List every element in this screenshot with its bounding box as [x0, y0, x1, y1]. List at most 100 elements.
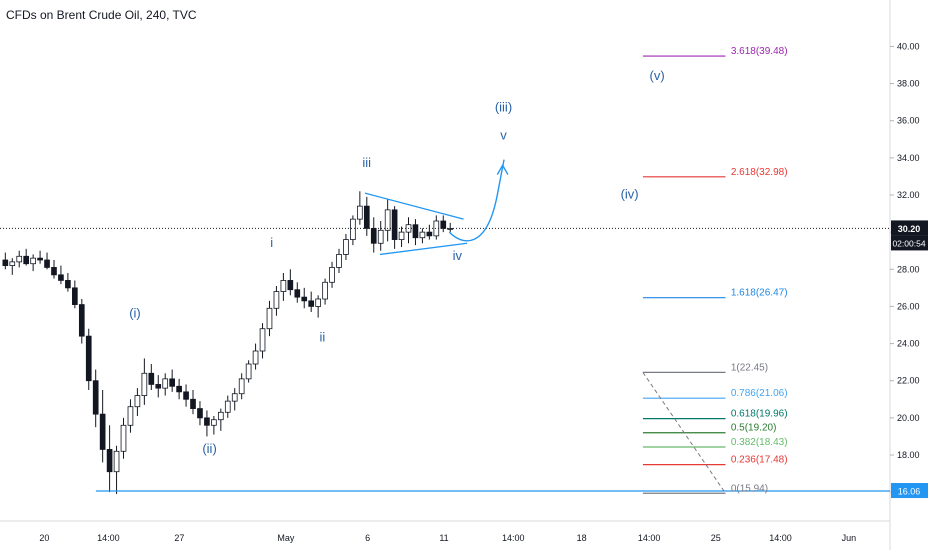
y-tick-label: 20.00 — [897, 413, 920, 423]
chart-title: CFDs on Brent Crude Oil, 240, TVC — [6, 8, 197, 22]
wave-label: (v) — [650, 68, 665, 83]
wave-label: iv — [453, 248, 463, 263]
y-tick-label: 18.00 — [897, 450, 920, 460]
candle-body — [16, 255, 23, 263]
candle-body — [99, 413, 106, 450]
fib-level-label: 0.236(17.48) — [731, 455, 788, 466]
x-tick-label: 14:00 — [502, 533, 525, 543]
y-tick-label: 34.00 — [897, 153, 920, 163]
candle-body — [259, 328, 266, 352]
y-tick-label: 28.00 — [897, 264, 920, 274]
last-price-badge — [891, 220, 928, 236]
candle-body — [169, 378, 175, 387]
candle-body — [315, 298, 321, 307]
candle-body — [384, 209, 391, 231]
y-tick-label: 36.00 — [897, 116, 920, 126]
y-tick-label: 22.00 — [897, 376, 920, 386]
x-tick-label: 11 — [439, 533, 448, 543]
x-tick-label: May — [277, 533, 295, 543]
candle-body — [30, 257, 36, 265]
candle-body — [162, 378, 169, 389]
candle-body — [336, 254, 342, 268]
wave-label: v — [500, 127, 507, 142]
candle-body — [357, 205, 363, 220]
x-tick-label: 25 — [711, 533, 721, 543]
candle-body — [426, 231, 433, 237]
candle-body — [120, 424, 127, 452]
projection-arrowhead — [496, 163, 509, 175]
candle-body — [155, 384, 162, 389]
candle-body — [85, 335, 92, 382]
candle-body — [245, 363, 252, 380]
fib-level-label: 3.618(39.48) — [731, 46, 788, 57]
candle-body — [9, 261, 16, 266]
countdown-label: 02:00:54 — [892, 238, 925, 248]
candle-body — [398, 231, 405, 240]
x-tick-label: 6 — [365, 533, 370, 543]
x-tick-label: 27 — [174, 533, 184, 543]
candle-body — [280, 280, 287, 292]
candle-body — [224, 400, 231, 413]
candle-body — [65, 280, 71, 289]
candle-body — [238, 378, 245, 395]
fib-level-label: 2.618(32.98) — [731, 167, 788, 178]
candle-body — [377, 229, 384, 244]
y-tick-label: 32.00 — [897, 190, 920, 200]
candle-body — [176, 385, 182, 393]
x-tick-label: 14:00 — [638, 533, 661, 543]
candle-body — [106, 449, 113, 473]
candle-body — [440, 220, 447, 229]
y-tick-label: 24.00 — [897, 339, 920, 349]
fib-level-label: 0.382(18.43) — [731, 437, 788, 448]
candle-body — [211, 419, 217, 426]
support-price-label: 16.06 — [898, 487, 921, 497]
candle-body — [58, 274, 64, 281]
wave-label: iii — [362, 155, 371, 170]
countdown-badge — [891, 235, 928, 251]
candle-body — [204, 417, 210, 426]
wave-label: (iii) — [495, 99, 512, 114]
fib-level-label: 0.618(19.96) — [731, 409, 788, 420]
x-tick-label: 20 — [39, 533, 49, 543]
candle-body — [78, 304, 85, 337]
x-tick-label: 14:00 — [769, 533, 792, 543]
candle-body — [190, 398, 196, 409]
candle-body — [252, 350, 259, 365]
candle-body — [72, 287, 78, 305]
candle-body — [273, 291, 280, 309]
fib-level-label: 1(22.45) — [731, 362, 768, 373]
fib-trend-line — [642, 372, 726, 494]
x-tick-label: 18 — [577, 533, 587, 543]
candle-body — [2, 259, 9, 266]
fib-level-label: 0.786(21.06) — [731, 388, 788, 399]
candle-body — [391, 209, 398, 240]
fib-level-label: 0(15.94) — [731, 483, 768, 494]
candle-body — [322, 281, 328, 300]
triangle-upper-line — [364, 192, 464, 220]
fib-level-label: 0.5(19.20) — [731, 423, 777, 434]
wave-label: (iv) — [621, 187, 639, 202]
candle-body — [134, 395, 141, 408]
candle-body — [231, 393, 238, 402]
wave-label: i — [270, 235, 273, 250]
candle-body — [113, 450, 120, 473]
candle-body — [419, 231, 426, 239]
candle-body — [92, 380, 99, 415]
candle-body — [183, 391, 189, 400]
candle-body — [363, 205, 370, 229]
candle-body — [148, 372, 155, 385]
last-price-label: 30.20 — [898, 224, 921, 234]
candle-body — [294, 289, 301, 298]
candle-body — [197, 408, 203, 419]
y-tick-label: 26.00 — [897, 301, 920, 311]
wave-label: (i) — [129, 306, 141, 321]
candle-body — [51, 267, 57, 276]
candle-body — [266, 307, 273, 330]
candle-body — [217, 411, 224, 421]
y-tick-label: 38.00 — [897, 79, 920, 89]
projection-curve — [448, 159, 505, 242]
candle-body — [127, 406, 134, 426]
candle-body — [343, 239, 349, 255]
y-tick-label: 40.00 — [897, 41, 920, 51]
